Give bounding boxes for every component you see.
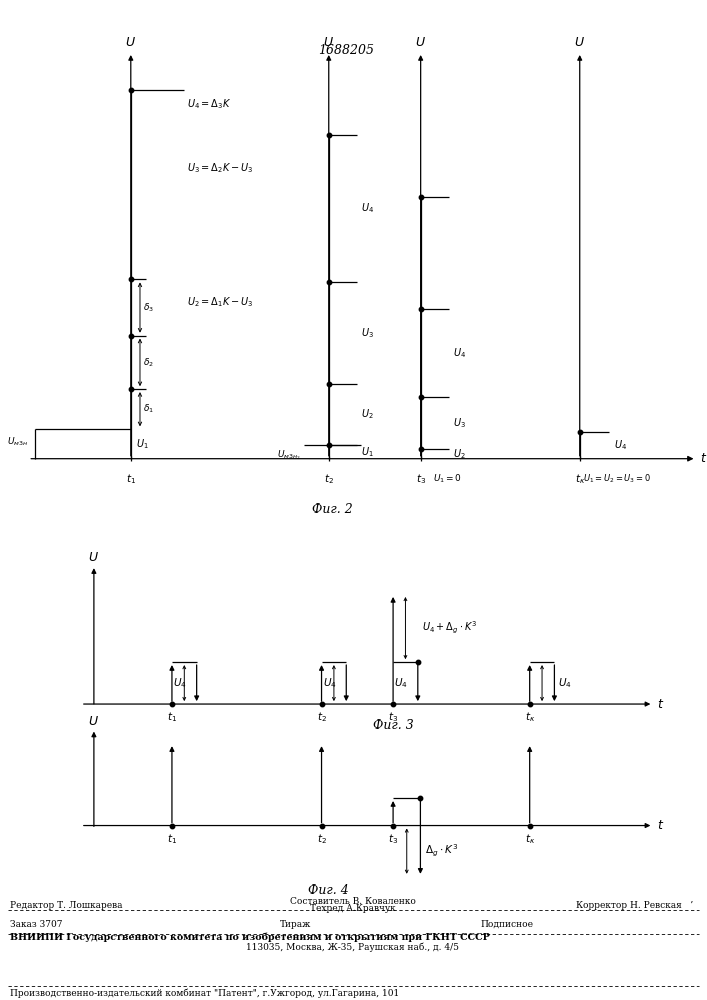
Text: $t$: $t$ [700, 452, 707, 465]
Text: $t_3$: $t_3$ [388, 711, 398, 724]
Text: $U$: $U$ [323, 36, 334, 49]
Text: $t_\kappa$: $t_\kappa$ [525, 832, 534, 846]
Text: $t$: $t$ [657, 819, 664, 832]
Text: $U_2$: $U_2$ [453, 447, 466, 461]
Text: ВНИИПИ Государственного комитета по изобретениям и открытиям при ГКНТ СССР: ВНИИПИ Государственного комитета по изоб… [10, 932, 490, 942]
Text: $t_2$: $t_2$ [317, 711, 327, 724]
Text: $U_4$: $U_4$ [361, 202, 375, 215]
Text: $U_4$: $U_4$ [453, 346, 467, 360]
Text: $U_3$: $U_3$ [453, 416, 466, 430]
Text: Редактор Т. Лошкарева: Редактор Т. Лошкарева [10, 901, 122, 910]
Text: $U_4$: $U_4$ [395, 676, 408, 690]
Text: Производственно-издательский комбинат "Патент", г.Ужгород, ул.Гагарина, 101: Производственно-издательский комбинат "П… [10, 988, 399, 998]
Text: $U_4=\Delta_3 K$: $U_4=\Delta_3 K$ [187, 98, 232, 111]
Text: $U_{м3н_2}$: $U_{м3н_2}$ [276, 448, 300, 462]
Text: $U_{м3н}$: $U_{м3н}$ [7, 435, 28, 448]
Text: $U_3=\Delta_2 K-U_3$: $U_3=\Delta_2 K-U_3$ [187, 162, 254, 175]
Text: $U_4$: $U_4$ [173, 676, 187, 690]
Text: $U$: $U$ [125, 36, 136, 49]
Text: Заказ 3707: Заказ 3707 [10, 920, 62, 929]
Text: $U$: $U$ [88, 551, 100, 564]
Text: $U_1$: $U_1$ [361, 445, 374, 459]
Text: $\delta_3$: $\delta_3$ [143, 301, 154, 314]
Text: $t_1$: $t_1$ [126, 472, 136, 486]
Text: Составитель В. Коваленко: Составитель В. Коваленко [290, 897, 416, 906]
Text: $\delta_1$: $\delta_1$ [143, 403, 154, 415]
Text: $t_1$: $t_1$ [167, 711, 177, 724]
Text: Фиг. 4: Фиг. 4 [308, 884, 349, 897]
Text: $t_3$: $t_3$ [416, 472, 426, 486]
Text: 113035, Москва, Ж-35, Раушская наб., д. 4/5: 113035, Москва, Ж-35, Раушская наб., д. … [247, 943, 460, 952]
Text: Фиг. 2: Фиг. 2 [312, 503, 353, 516]
Text: $U$: $U$ [415, 36, 426, 49]
Text: Корректор Н. Ревская   ’: Корректор Н. Ревская ’ [575, 901, 693, 910]
Text: $U_1=U_2=U_3=0$: $U_1=U_2=U_3=0$ [583, 472, 651, 485]
Text: $t_1$: $t_1$ [167, 832, 177, 846]
Text: $U_1=0$: $U_1=0$ [433, 472, 462, 485]
Text: $\delta_2$: $\delta_2$ [143, 356, 153, 369]
Text: $U_4$: $U_4$ [559, 676, 572, 690]
Text: $U_3$: $U_3$ [361, 326, 374, 340]
Text: $U_4$: $U_4$ [323, 676, 337, 690]
Text: Техред А.Кравчук: Техред А.Кравчук [310, 904, 396, 913]
Text: $U_4$: $U_4$ [614, 438, 627, 452]
Text: $t_\kappa$: $t_\kappa$ [525, 711, 534, 724]
Text: $t_2$: $t_2$ [317, 832, 327, 846]
Text: Подписное: Подписное [480, 920, 533, 929]
Text: $U$: $U$ [574, 36, 585, 49]
Text: $t$: $t$ [657, 698, 664, 711]
Text: $t_3$: $t_3$ [388, 832, 398, 846]
Text: $U_4+\Delta_g\cdot K^3$: $U_4+\Delta_g\cdot K^3$ [422, 620, 477, 636]
Text: $U_1$: $U_1$ [136, 437, 149, 451]
Text: 1688205: 1688205 [318, 44, 375, 57]
Text: $t_2$: $t_2$ [324, 472, 334, 486]
Text: $t_\kappa$: $t_\kappa$ [575, 472, 585, 486]
Text: Фиг. 3: Фиг. 3 [373, 719, 414, 732]
Text: $\Delta_g\cdot K^3$: $\Delta_g\cdot K^3$ [425, 843, 458, 859]
Text: $U_2=\Delta_1 K-U_3$: $U_2=\Delta_1 K-U_3$ [187, 295, 254, 309]
Text: $U$: $U$ [88, 715, 100, 728]
Text: $U_2$: $U_2$ [361, 408, 374, 421]
Text: Тираж: Тираж [280, 920, 311, 929]
